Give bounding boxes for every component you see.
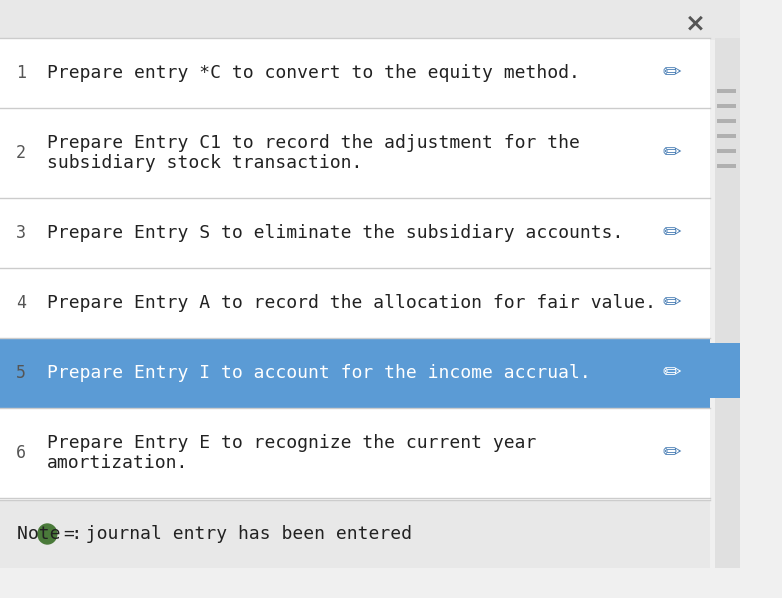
- Text: ✏: ✏: [663, 293, 681, 313]
- Text: Prepare Entry A to record the allocation for fair value.: Prepare Entry A to record the allocation…: [48, 294, 656, 312]
- Text: ✏: ✏: [663, 443, 681, 463]
- Text: ✏: ✏: [663, 223, 681, 243]
- Bar: [0, 408, 710, 498]
- Text: ✏: ✏: [663, 363, 681, 383]
- Bar: [716, 119, 736, 123]
- Bar: [0, 198, 710, 268]
- Text: 4: 4: [16, 294, 26, 312]
- Text: ✏: ✏: [663, 63, 681, 83]
- Text: 1: 1: [16, 64, 26, 82]
- Text: Prepare Entry C1 to record the adjustment for the: Prepare Entry C1 to record the adjustmen…: [48, 134, 580, 152]
- Bar: [716, 164, 736, 168]
- Text: 3: 3: [16, 224, 26, 242]
- Bar: [716, 149, 736, 153]
- Bar: [0, 108, 710, 198]
- Bar: [716, 89, 736, 93]
- Text: Prepare entry *C to convert to the equity method.: Prepare entry *C to convert to the equit…: [48, 64, 580, 82]
- Bar: [0, 38, 710, 108]
- Bar: [710, 343, 741, 398]
- Text: amortization.: amortization.: [48, 454, 188, 472]
- Bar: [0, 500, 710, 568]
- Text: Prepare Entry E to recognize the current year: Prepare Entry E to recognize the current…: [48, 434, 536, 452]
- Text: ×: ×: [685, 11, 706, 35]
- FancyBboxPatch shape: [0, 38, 710, 568]
- Text: = journal entry has been entered: = journal entry has been entered: [64, 525, 412, 543]
- Circle shape: [38, 524, 57, 544]
- Text: Prepare Entry I to account for the income accrual.: Prepare Entry I to account for the incom…: [48, 364, 591, 382]
- Text: 2: 2: [16, 144, 26, 162]
- Bar: [0, 0, 741, 40]
- Text: 5: 5: [16, 364, 26, 382]
- Text: Note :: Note :: [17, 525, 82, 543]
- Bar: [0, 338, 710, 408]
- Bar: [716, 134, 736, 138]
- Bar: [716, 104, 736, 108]
- Text: ✏: ✏: [663, 143, 681, 163]
- Text: subsidiary stock transaction.: subsidiary stock transaction.: [48, 154, 363, 172]
- Text: Prepare Entry S to eliminate the subsidiary accounts.: Prepare Entry S to eliminate the subsidi…: [48, 224, 624, 242]
- Bar: [715, 38, 741, 568]
- Bar: [0, 268, 710, 338]
- Text: 6: 6: [16, 444, 26, 462]
